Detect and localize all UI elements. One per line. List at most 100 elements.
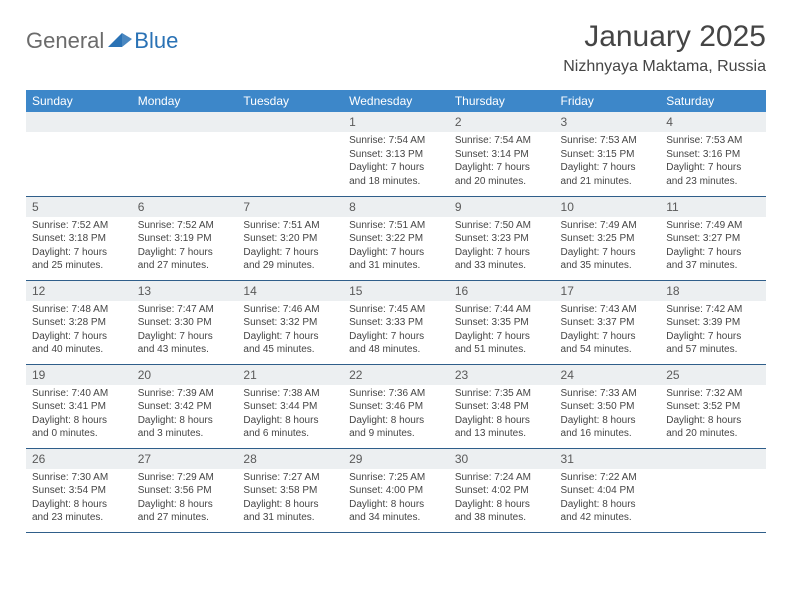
day-details: Sunrise: 7:45 AMSunset: 3:33 PMDaylight:… xyxy=(343,301,449,361)
day-details: Sunrise: 7:50 AMSunset: 3:23 PMDaylight:… xyxy=(449,217,555,277)
day-number: 14 xyxy=(237,281,343,301)
sunrise-line: Sunrise: 7:52 AM xyxy=(138,219,232,233)
calendar-week-row: 5Sunrise: 7:52 AMSunset: 3:18 PMDaylight… xyxy=(26,196,766,280)
day-number: 6 xyxy=(132,197,238,217)
calendar-day-cell: 19Sunrise: 7:40 AMSunset: 3:41 PMDayligh… xyxy=(26,364,132,448)
day-details: Sunrise: 7:51 AMSunset: 3:20 PMDaylight:… xyxy=(237,217,343,277)
calendar-day-cell: 24Sunrise: 7:33 AMSunset: 3:50 PMDayligh… xyxy=(555,364,661,448)
sunrise-line: Sunrise: 7:50 AM xyxy=(455,219,549,233)
daylight-line: Daylight: 8 hours and 31 minutes. xyxy=(243,498,337,525)
day-details: Sunrise: 7:54 AMSunset: 3:14 PMDaylight:… xyxy=(449,132,555,192)
daylight-line: Daylight: 7 hours and 31 minutes. xyxy=(349,246,443,273)
day-details: Sunrise: 7:47 AMSunset: 3:30 PMDaylight:… xyxy=(132,301,238,361)
sunset-line: Sunset: 3:16 PM xyxy=(666,148,760,162)
day-details: Sunrise: 7:51 AMSunset: 3:22 PMDaylight:… xyxy=(343,217,449,277)
daylight-line: Daylight: 7 hours and 48 minutes. xyxy=(349,330,443,357)
daylight-line: Daylight: 7 hours and 54 minutes. xyxy=(561,330,655,357)
calendar-day-cell xyxy=(26,112,132,196)
day-details xyxy=(26,132,132,182)
sunset-line: Sunset: 3:25 PM xyxy=(561,232,655,246)
day-details: Sunrise: 7:49 AMSunset: 3:25 PMDaylight:… xyxy=(555,217,661,277)
day-details: Sunrise: 7:42 AMSunset: 3:39 PMDaylight:… xyxy=(660,301,766,361)
day-details: Sunrise: 7:43 AMSunset: 3:37 PMDaylight:… xyxy=(555,301,661,361)
day-number: 10 xyxy=(555,197,661,217)
daylight-line: Daylight: 8 hours and 6 minutes. xyxy=(243,414,337,441)
calendar-day-cell: 10Sunrise: 7:49 AMSunset: 3:25 PMDayligh… xyxy=(555,196,661,280)
daylight-line: Daylight: 7 hours and 20 minutes. xyxy=(455,161,549,188)
calendar-day-cell: 18Sunrise: 7:42 AMSunset: 3:39 PMDayligh… xyxy=(660,280,766,364)
day-number: 5 xyxy=(26,197,132,217)
calendar-day-cell: 5Sunrise: 7:52 AMSunset: 3:18 PMDaylight… xyxy=(26,196,132,280)
sunset-line: Sunset: 4:02 PM xyxy=(455,484,549,498)
day-number: 17 xyxy=(555,281,661,301)
sunrise-line: Sunrise: 7:38 AM xyxy=(243,387,337,401)
sunset-line: Sunset: 4:00 PM xyxy=(349,484,443,498)
sunset-line: Sunset: 3:19 PM xyxy=(138,232,232,246)
day-details xyxy=(132,132,238,182)
day-details: Sunrise: 7:46 AMSunset: 3:32 PMDaylight:… xyxy=(237,301,343,361)
day-details xyxy=(237,132,343,182)
daylight-line: Daylight: 8 hours and 13 minutes. xyxy=(455,414,549,441)
daylight-line: Daylight: 8 hours and 34 minutes. xyxy=(349,498,443,525)
sunrise-line: Sunrise: 7:25 AM xyxy=(349,471,443,485)
day-details: Sunrise: 7:24 AMSunset: 4:02 PMDaylight:… xyxy=(449,469,555,529)
weekday-header: Sunday xyxy=(26,90,132,112)
calendar-day-cell: 27Sunrise: 7:29 AMSunset: 3:56 PMDayligh… xyxy=(132,448,238,532)
sunset-line: Sunset: 3:39 PM xyxy=(666,316,760,330)
day-details: Sunrise: 7:30 AMSunset: 3:54 PMDaylight:… xyxy=(26,469,132,529)
calendar-day-cell: 25Sunrise: 7:32 AMSunset: 3:52 PMDayligh… xyxy=(660,364,766,448)
calendar-day-cell: 1Sunrise: 7:54 AMSunset: 3:13 PMDaylight… xyxy=(343,112,449,196)
weekday-header: Saturday xyxy=(660,90,766,112)
daylight-line: Daylight: 7 hours and 37 minutes. xyxy=(666,246,760,273)
day-details: Sunrise: 7:22 AMSunset: 4:04 PMDaylight:… xyxy=(555,469,661,529)
sunset-line: Sunset: 3:33 PM xyxy=(349,316,443,330)
sunset-line: Sunset: 3:58 PM xyxy=(243,484,337,498)
sunset-line: Sunset: 3:35 PM xyxy=(455,316,549,330)
sunrise-line: Sunrise: 7:53 AM xyxy=(561,134,655,148)
calendar-week-row: 19Sunrise: 7:40 AMSunset: 3:41 PMDayligh… xyxy=(26,364,766,448)
sunrise-line: Sunrise: 7:47 AM xyxy=(138,303,232,317)
sunrise-line: Sunrise: 7:27 AM xyxy=(243,471,337,485)
daylight-line: Daylight: 8 hours and 16 minutes. xyxy=(561,414,655,441)
sunset-line: Sunset: 3:37 PM xyxy=(561,316,655,330)
calendar-day-cell xyxy=(237,112,343,196)
calendar-table: Sunday Monday Tuesday Wednesday Thursday… xyxy=(26,90,766,533)
day-number: 7 xyxy=(237,197,343,217)
sunset-line: Sunset: 3:27 PM xyxy=(666,232,760,246)
weekday-header-row: Sunday Monday Tuesday Wednesday Thursday… xyxy=(26,90,766,112)
sunset-line: Sunset: 3:50 PM xyxy=(561,400,655,414)
day-number: 18 xyxy=(660,281,766,301)
weekday-header: Friday xyxy=(555,90,661,112)
day-number: 25 xyxy=(660,365,766,385)
sunrise-line: Sunrise: 7:30 AM xyxy=(32,471,126,485)
sunrise-line: Sunrise: 7:39 AM xyxy=(138,387,232,401)
sunrise-line: Sunrise: 7:24 AM xyxy=(455,471,549,485)
daylight-line: Daylight: 7 hours and 51 minutes. xyxy=(455,330,549,357)
sunrise-line: Sunrise: 7:44 AM xyxy=(455,303,549,317)
daylight-line: Daylight: 8 hours and 27 minutes. xyxy=(138,498,232,525)
calendar-day-cell: 29Sunrise: 7:25 AMSunset: 4:00 PMDayligh… xyxy=(343,448,449,532)
day-details: Sunrise: 7:35 AMSunset: 3:48 PMDaylight:… xyxy=(449,385,555,445)
calendar-day-cell: 4Sunrise: 7:53 AMSunset: 3:16 PMDaylight… xyxy=(660,112,766,196)
day-number: 2 xyxy=(449,112,555,132)
day-number xyxy=(660,449,766,469)
sunset-line: Sunset: 3:32 PM xyxy=(243,316,337,330)
day-number: 4 xyxy=(660,112,766,132)
sunset-line: Sunset: 3:23 PM xyxy=(455,232,549,246)
daylight-line: Daylight: 7 hours and 40 minutes. xyxy=(32,330,126,357)
day-number xyxy=(237,112,343,132)
day-details xyxy=(660,469,766,519)
day-number: 19 xyxy=(26,365,132,385)
sunrise-line: Sunrise: 7:52 AM xyxy=(32,219,126,233)
calendar-day-cell: 28Sunrise: 7:27 AMSunset: 3:58 PMDayligh… xyxy=(237,448,343,532)
daylight-line: Daylight: 7 hours and 35 minutes. xyxy=(561,246,655,273)
day-number: 13 xyxy=(132,281,238,301)
sunset-line: Sunset: 3:14 PM xyxy=(455,148,549,162)
day-details: Sunrise: 7:44 AMSunset: 3:35 PMDaylight:… xyxy=(449,301,555,361)
day-number: 31 xyxy=(555,449,661,469)
day-details: Sunrise: 7:40 AMSunset: 3:41 PMDaylight:… xyxy=(26,385,132,445)
sunrise-line: Sunrise: 7:54 AM xyxy=(455,134,549,148)
sunrise-line: Sunrise: 7:32 AM xyxy=(666,387,760,401)
logo: General Blue xyxy=(26,28,178,54)
daylight-line: Daylight: 7 hours and 27 minutes. xyxy=(138,246,232,273)
